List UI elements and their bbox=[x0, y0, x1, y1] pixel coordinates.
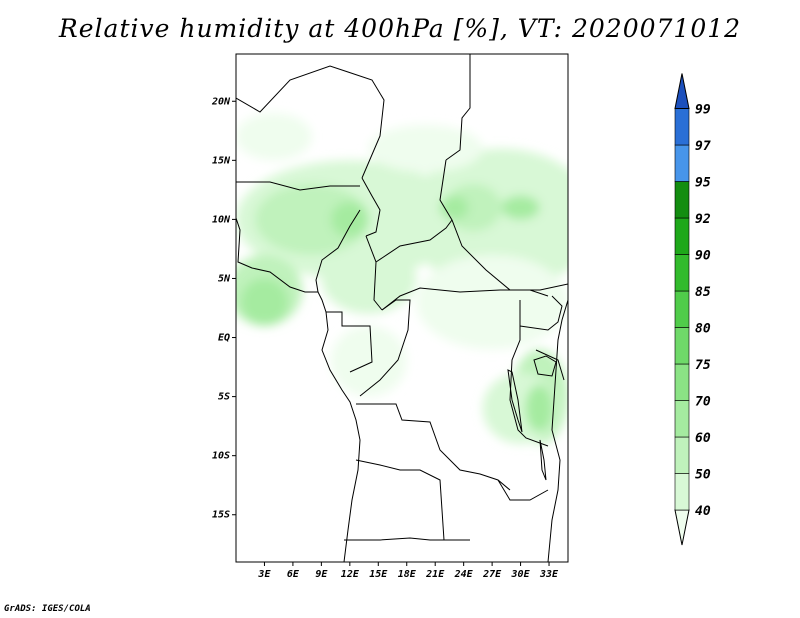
lon-tick-label: 6E bbox=[287, 569, 300, 580]
colorbar-level-label: 97 bbox=[695, 139, 711, 154]
lat-tick-label: 15S bbox=[212, 510, 230, 521]
border-gabon bbox=[326, 311, 373, 373]
lon-tick-label: 12E bbox=[341, 569, 360, 580]
colorbar: 40 50 60 70 75 80 85 90 92 95 97 99 bbox=[674, 73, 711, 546]
lon-tick-label: 15E bbox=[369, 569, 388, 580]
border-drc-east bbox=[509, 300, 549, 447]
border-algeria-niger bbox=[236, 65, 385, 179]
longitude-axis: 3E 6E 9E 12E 15E 18E 21E 24E 27E 30E 33E bbox=[257, 562, 559, 580]
humidity-blob bbox=[321, 243, 417, 314]
border-drc-south bbox=[356, 403, 511, 491]
colorbar-segment bbox=[674, 144, 690, 182]
colorbar-segment bbox=[674, 473, 690, 511]
lon-tick-label: 3E bbox=[257, 569, 271, 580]
colorbar-level-label: 70 bbox=[695, 395, 711, 410]
colorbar-segment bbox=[674, 363, 690, 401]
humidity-blob bbox=[254, 183, 369, 255]
lon-tick-label: 21E bbox=[425, 569, 445, 580]
colorbar-level-label: 50 bbox=[695, 468, 711, 483]
colorbar-level-label: 90 bbox=[695, 249, 711, 264]
humidity-blob bbox=[525, 384, 554, 433]
humidity-blob bbox=[236, 113, 312, 161]
lat-tick-label: 5N bbox=[218, 273, 231, 284]
lat-tick-label: 5S bbox=[218, 392, 230, 403]
border-kenya-tanzania bbox=[535, 349, 565, 381]
border-zambia-east bbox=[497, 479, 549, 501]
lake-tanganyika bbox=[507, 369, 523, 433]
lat-tick-label: 10N bbox=[212, 214, 231, 225]
lon-tick-label: 18E bbox=[398, 569, 417, 580]
humidity-blob bbox=[444, 183, 502, 232]
colorbar-segment bbox=[674, 108, 690, 146]
humidity-blob bbox=[501, 195, 540, 220]
border-car-south bbox=[381, 287, 501, 311]
border-libya-egypt bbox=[445, 54, 471, 161]
colorbar-level-label: 40 bbox=[695, 504, 711, 519]
latitude-axis: 20N 15N 10N 5N EQ 5S 10S 15S bbox=[211, 96, 236, 521]
border-chad-sudan bbox=[439, 159, 568, 291]
border-south-sudan-north bbox=[500, 289, 549, 297]
lat-tick-label: EQ bbox=[218, 333, 230, 344]
lat-tick-label: 10S bbox=[212, 451, 230, 462]
colorbar-level-label: 99 bbox=[695, 103, 711, 118]
colorbar-lower-triangle bbox=[674, 509, 690, 546]
border-angola-zambia bbox=[355, 459, 470, 541]
border-car-north bbox=[375, 219, 453, 263]
border-niger-chad bbox=[361, 177, 381, 237]
lon-tick-label: 33E bbox=[539, 569, 559, 580]
coastline-west bbox=[236, 217, 361, 562]
country-borders bbox=[236, 54, 568, 562]
colorbar-segment bbox=[674, 217, 690, 255]
humidity-blob bbox=[330, 201, 369, 238]
colorbar-segment bbox=[674, 290, 690, 328]
border-nigeria-north bbox=[236, 181, 360, 191]
lake-malawi bbox=[539, 439, 547, 481]
coastline-east bbox=[547, 299, 568, 562]
colorbar-segment bbox=[674, 436, 690, 474]
lon-tick-label: 24E bbox=[454, 569, 474, 580]
colorbar-level-label: 75 bbox=[695, 358, 711, 373]
colorbar-level-label: 92 bbox=[695, 212, 711, 227]
colorbar-upper-triangle bbox=[674, 73, 690, 109]
lon-tick-label: 9E bbox=[315, 569, 328, 580]
border-cameroon-car bbox=[365, 235, 383, 311]
colorbar-segment bbox=[674, 254, 690, 292]
border-angola-namibia bbox=[344, 537, 444, 541]
humidity-blob bbox=[240, 278, 289, 326]
humidity-blob bbox=[439, 195, 469, 220]
colorbar-level-label: 60 bbox=[695, 431, 711, 446]
colorbar-segment bbox=[674, 181, 690, 219]
humidity-blob bbox=[368, 124, 483, 173]
colorbar-level-label: 80 bbox=[695, 322, 711, 337]
humidity-blob bbox=[330, 325, 407, 397]
lake-victoria bbox=[533, 355, 557, 377]
grads-credit: GrADS: IGES/COLA bbox=[4, 604, 91, 614]
colorbar-level-label: 95 bbox=[695, 176, 711, 191]
border-uganda bbox=[519, 295, 563, 331]
humidity-blob bbox=[416, 254, 568, 350]
lon-tick-label: 27E bbox=[482, 569, 502, 580]
border-congo-drc bbox=[359, 299, 411, 397]
map-title: Relative humidity at 400hPa [%], VT: 202… bbox=[58, 14, 742, 43]
lat-tick-label: 20N bbox=[211, 96, 231, 107]
lat-tick-label: 15N bbox=[212, 155, 231, 166]
colorbar-segment bbox=[674, 400, 690, 438]
border-nigeria-east bbox=[315, 209, 361, 293]
lon-tick-label: 30E bbox=[511, 569, 531, 580]
map-frame bbox=[235, 53, 569, 563]
colorbar-segment bbox=[674, 327, 690, 365]
colorbar-level-label: 85 bbox=[695, 285, 711, 300]
humidity-field bbox=[236, 113, 568, 444]
